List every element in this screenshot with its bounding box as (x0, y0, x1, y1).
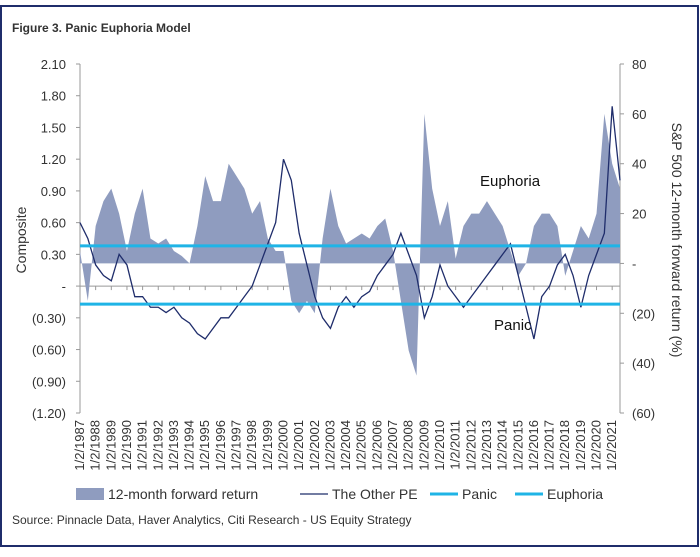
legend-label: The Other PE (332, 486, 418, 502)
x-tick-label: 1/2/1994 (182, 420, 197, 471)
y-tick-label: (1.20) (32, 406, 66, 421)
y-tick-label: 2.10 (41, 57, 66, 72)
x-tick-label: 1/2/1988 (88, 420, 103, 471)
y2-tick-label: 60 (632, 107, 646, 122)
x-tick-label: 1/2/2012 (463, 420, 478, 471)
x-tick-label: 1/2/1997 (229, 420, 244, 471)
y-tick-label: - (62, 279, 66, 294)
x-tick-label: 1/2/1998 (244, 420, 259, 471)
legend-swatch (76, 488, 104, 500)
y2-tick-label: 20 (632, 207, 646, 222)
y-tick-label: 1.80 (41, 89, 66, 104)
x-tick-label: 1/2/1999 (260, 420, 275, 471)
source: Source: Pinnacle Data, Haver Analytics, … (12, 513, 412, 527)
x-tick-label: 1/2/2007 (385, 420, 400, 471)
legend-label: Euphoria (547, 486, 603, 502)
x-tick-label: 1/2/1995 (197, 420, 212, 471)
y2-tick-label: 40 (632, 157, 646, 172)
x-tick-label: 1/2/2015 (510, 420, 525, 471)
x-tick-label: 1/2/1991 (135, 420, 150, 471)
y-tick-label: 0.90 (41, 184, 66, 199)
x-tick-label: 1/2/1993 (166, 420, 181, 471)
x-tick-label: 1/2/2018 (557, 420, 572, 471)
annotation: Euphoria (480, 173, 541, 190)
x-tick-label: 1/2/2003 (322, 420, 337, 471)
x-tick-label: 1/2/2004 (338, 420, 353, 471)
x-tick-label: 1/2/2000 (275, 420, 290, 471)
x-tick-label: 1/2/2020 (589, 420, 604, 471)
x-tick-label: 1/2/2010 (432, 420, 447, 471)
x-tick-label: 1/2/1987 (72, 420, 87, 471)
frame (0, 5, 699, 547)
legend-label: 12-month forward return (108, 486, 258, 502)
x-tick-label: 1/2/2002 (307, 420, 322, 471)
x-tick-label: 1/2/2017 (542, 420, 557, 471)
y-tick-label: 0.60 (41, 216, 66, 231)
x-tick-label: 1/2/2006 (369, 420, 384, 471)
annotation: Panic (494, 317, 532, 334)
y-tick-label: 1.20 (41, 152, 66, 167)
x-tick-label: 1/2/2005 (354, 420, 369, 471)
x-tick-label: 1/2/2001 (291, 420, 306, 471)
y-axis-label: Composite (13, 206, 29, 273)
y-tick-label: 1.50 (41, 120, 66, 135)
y2-tick-label: (60) (632, 406, 655, 421)
y2-axis-label: S&P 500 12-month forward return (%) (669, 123, 685, 358)
line (79, 106, 621, 340)
y-tick-label: (0.30) (32, 311, 66, 326)
legend-label: Panic (462, 486, 497, 502)
x-tick-label: 1/2/2021 (604, 420, 619, 471)
y2-tick-label: (20) (632, 306, 655, 321)
y2-tick-label: 80 (632, 57, 646, 72)
x-tick-label: 1/2/2008 (401, 420, 416, 471)
x-tick-label: 1/2/2009 (416, 420, 431, 471)
x-tick-label: 1/2/2019 (573, 420, 588, 471)
x-tick-label: 1/2/1996 (213, 420, 228, 471)
y2-tick-label: (40) (632, 356, 655, 371)
x-tick-label: 1/2/1990 (119, 420, 134, 471)
x-tick-label: 1/2/1992 (150, 420, 165, 471)
y-tick-label: (0.60) (32, 343, 66, 358)
y2-tick-label: - (632, 256, 636, 271)
chart-title: Figure 3. Panic Euphoria Model (12, 21, 191, 35)
x-tick-label: 1/2/2011 (448, 420, 463, 470)
y-tick-label: 0.30 (41, 247, 66, 262)
y-tick-label: (0.90) (32, 374, 66, 389)
x-tick-label: 1/2/1989 (103, 420, 118, 471)
x-tick-label: 1/2/2016 (526, 420, 541, 471)
x-tick-label: 1/2/2014 (495, 420, 510, 471)
x-tick-label: 1/2/2013 (479, 420, 494, 471)
